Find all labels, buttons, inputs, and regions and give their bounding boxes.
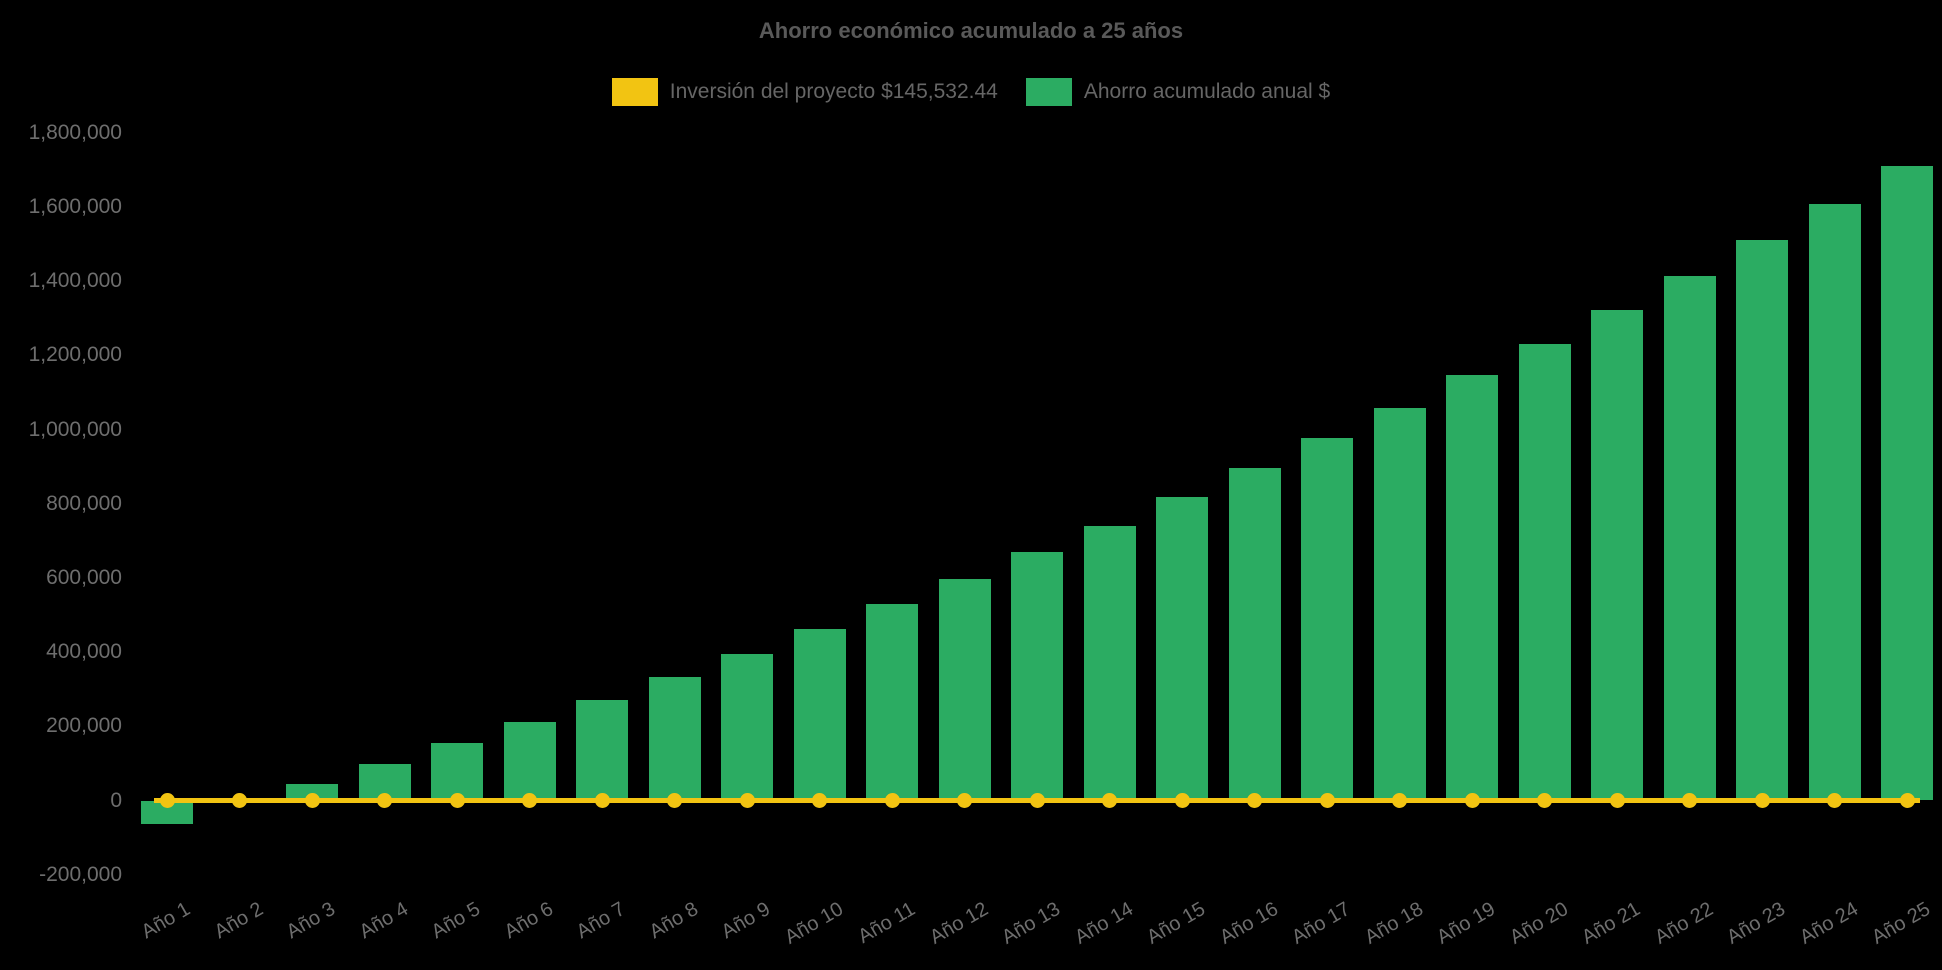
bar-año-10 (793, 628, 846, 801)
investment-line-point-año-20 (1537, 793, 1552, 808)
bar-año-21 (1591, 309, 1643, 801)
legend-item-inversion: Inversión del proyecto $145,532.44 (611, 78, 998, 106)
investment-line-point-año-24 (1827, 793, 1842, 808)
investment-line-point-año-4 (377, 793, 392, 808)
bar-año-1 (141, 800, 193, 824)
y-tick-label: 1,400,000 (28, 269, 122, 293)
investment-line-point-año-15 (1174, 793, 1190, 808)
bar-año-13 (1011, 551, 1063, 801)
bar-año-20 (1518, 344, 1571, 801)
legend-label-ahorro: Ahorro acumulado anual $ (1083, 80, 1331, 103)
investment-line-point-año-8 (667, 793, 682, 808)
investment-line-point-año-22 (1682, 793, 1697, 808)
bar-año-3 (286, 783, 338, 801)
investment-line-point-año-13 (1029, 793, 1045, 808)
y-tick-label: 800,000 (46, 491, 122, 515)
investment-line-point-año-19 (1464, 793, 1480, 808)
y-tick-label: -200,000 (39, 862, 122, 886)
y-tick-label: 1,000,000 (28, 417, 122, 441)
bar-año-15 (1156, 496, 1208, 801)
investment-line-point-año-6 (522, 793, 537, 808)
chart-legend: Inversión del proyecto $145,532.44 Ahorr… (0, 78, 1942, 106)
y-tick-label: 600,000 (46, 565, 122, 589)
investment-line-point-año-9 (739, 793, 755, 808)
investment-line-point-año-25 (1899, 793, 1915, 808)
bar-año-14 (1083, 525, 1136, 801)
bar-año-5 (431, 742, 483, 801)
bar-año-6 (503, 722, 556, 801)
legend-label-inversion: Inversión del proyecto $145,532.44 (669, 80, 998, 103)
investment-line-point-año-1 (159, 793, 175, 808)
bar-año-16 (1228, 468, 1281, 801)
bar-año-11 (866, 603, 918, 801)
y-tick-label: 1,600,000 (28, 194, 122, 218)
legend-item-ahorro: Ahorro acumulado anual $ (1025, 78, 1331, 106)
y-tick-label: 400,000 (46, 640, 122, 664)
bar-año-7 (576, 699, 628, 801)
legend-swatch-ahorro-icon (1025, 78, 1072, 106)
bar-año-19 (1446, 375, 1498, 801)
y-tick-label: 1,800,000 (28, 120, 122, 144)
chart-title: Ahorro económico acumulado a 25 años (758, 18, 1184, 43)
bar-año-17 (1301, 438, 1353, 801)
investment-line-point-año-3 (304, 793, 320, 808)
bar-año-9 (721, 653, 773, 801)
investment-line-point-año-2 (232, 793, 247, 808)
bar-año-18 (1373, 408, 1426, 801)
y-tick-label: 200,000 (46, 714, 122, 738)
investment-line-point-año-23 (1754, 793, 1770, 808)
investment-line-point-año-10 (812, 793, 827, 808)
investment-line-point-año-18 (1392, 793, 1407, 808)
investment-line-point-año-11 (884, 793, 900, 808)
investment-line-point-año-16 (1247, 793, 1262, 808)
bar-año-25 (1881, 166, 1933, 801)
bar-año-23 (1736, 240, 1788, 801)
investment-line-point-año-17 (1319, 793, 1335, 808)
y-tick-label: 1,200,000 (28, 343, 122, 367)
investment-line-point-año-21 (1609, 793, 1625, 808)
investment-line-point-año-7 (594, 793, 610, 808)
bar-año-22 (1663, 275, 1716, 801)
investment-line-point-año-14 (1102, 793, 1117, 808)
legend-swatch-inversion-icon (611, 78, 658, 106)
y-tick-label: 0 (110, 788, 122, 812)
bar-año-12 (938, 579, 991, 801)
bar-año-8 (648, 676, 701, 801)
bar-año-24 (1808, 204, 1861, 801)
investment-line-point-año-12 (957, 793, 972, 808)
investment-line-point-año-5 (449, 793, 465, 808)
